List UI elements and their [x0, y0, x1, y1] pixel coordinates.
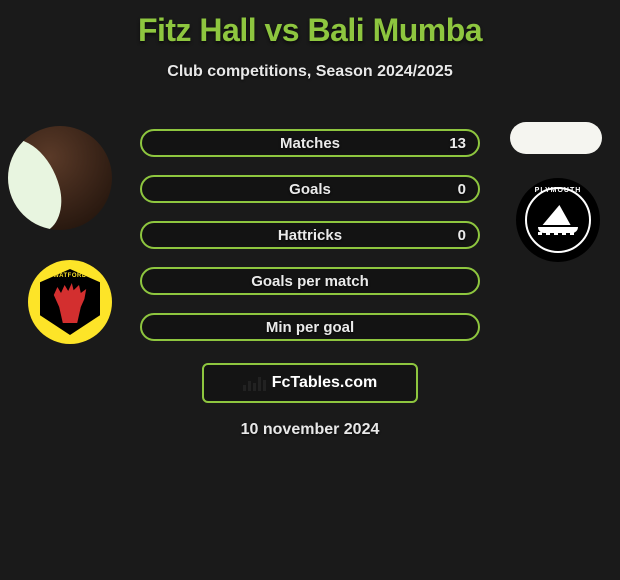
watford-badge-text: WATFORD [53, 273, 86, 279]
stat-row-goals-per-match: Goals per match [140, 267, 480, 295]
stat-value-right: 0 [458, 181, 466, 198]
stat-label: Hattricks [278, 227, 342, 244]
player1-photo [8, 126, 112, 230]
stat-label: Min per goal [266, 319, 354, 336]
player1-club-badge: WATFORD [28, 260, 112, 344]
stat-row-matches: Matches 13 [140, 129, 480, 157]
stat-label: Matches [280, 135, 340, 152]
branding-text: FcTables.com [272, 374, 378, 392]
watford-moose-icon [52, 283, 88, 323]
chart-icon [243, 375, 266, 391]
stat-value-right: 0 [458, 227, 466, 244]
stat-row-hattricks: Hattricks 0 [140, 221, 480, 249]
ship-icon [538, 205, 578, 235]
stat-label: Goals per match [251, 273, 369, 290]
stat-label: Goals [289, 181, 331, 198]
page-title: Fitz Hall vs Bali Mumba [0, 0, 620, 49]
stat-row-goals: Goals 0 [140, 175, 480, 203]
subtitle: Club competitions, Season 2024/2025 [0, 63, 620, 81]
stat-value-right: 13 [449, 135, 466, 152]
player2-photo-placeholder [510, 122, 602, 154]
date-text: 10 november 2024 [0, 421, 620, 439]
branding-box[interactable]: FcTables.com [202, 363, 418, 403]
player2-club-badge: PLYMOUTH [516, 178, 600, 262]
stat-row-min-per-goal: Min per goal [140, 313, 480, 341]
plymouth-badge-text: PLYMOUTH [535, 187, 582, 194]
